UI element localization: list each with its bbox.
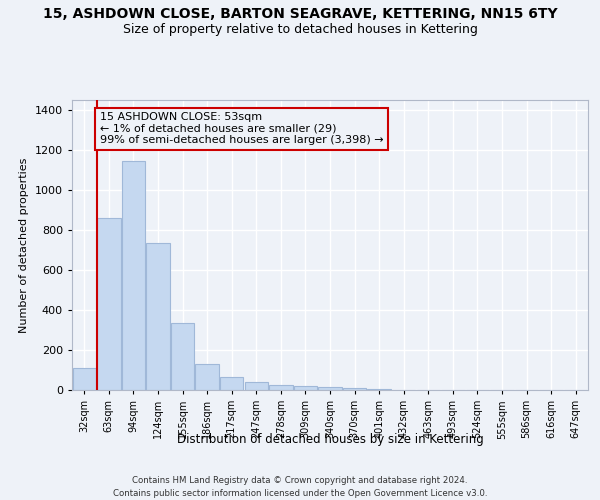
Bar [146,243,170,390]
Y-axis label: Number of detached properties: Number of detached properties [19,158,29,332]
Bar [196,364,219,390]
Text: 15, ASHDOWN CLOSE, BARTON SEAGRAVE, KETTERING, NN15 6TY: 15, ASHDOWN CLOSE, BARTON SEAGRAVE, KETT… [43,8,557,22]
Bar [294,386,317,390]
Text: Contains public sector information licensed under the Open Government Licence v3: Contains public sector information licen… [113,489,487,498]
Text: 15 ASHDOWN CLOSE: 53sqm
← 1% of detached houses are smaller (29)
99% of semi-det: 15 ASHDOWN CLOSE: 53sqm ← 1% of detached… [100,112,383,145]
Bar [73,368,96,390]
Bar [220,377,244,390]
Bar [269,385,293,390]
Bar [97,218,121,390]
Bar [122,161,145,390]
Bar [367,389,391,390]
Bar [245,382,268,390]
Text: Size of property relative to detached houses in Kettering: Size of property relative to detached ho… [122,22,478,36]
Bar [343,388,366,390]
Text: Distribution of detached houses by size in Kettering: Distribution of detached houses by size … [176,432,484,446]
Bar [319,387,341,390]
Text: Contains HM Land Registry data © Crown copyright and database right 2024.: Contains HM Land Registry data © Crown c… [132,476,468,485]
Bar [171,323,194,390]
